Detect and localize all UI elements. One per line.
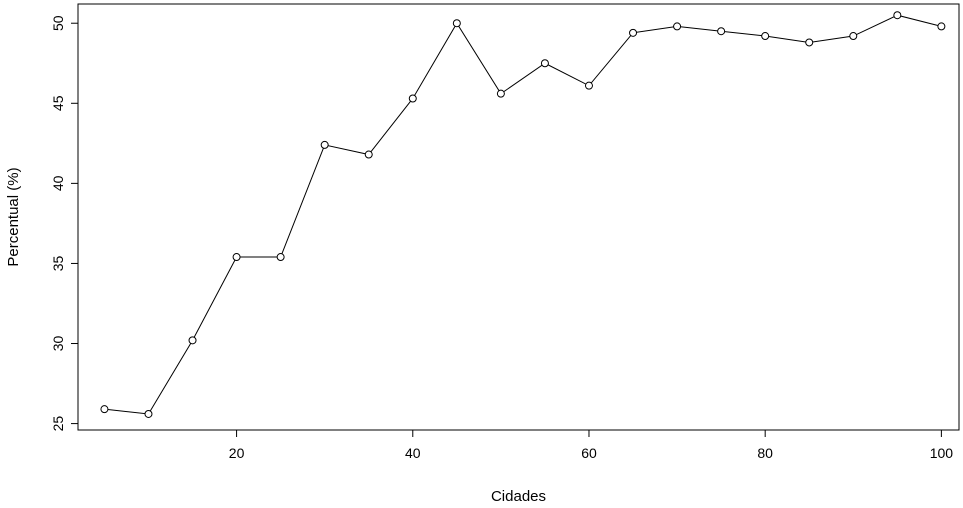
- data-point: [805, 38, 814, 47]
- data-point: [320, 140, 329, 149]
- data-point: [364, 150, 373, 159]
- data-point: [761, 32, 770, 41]
- y-tick-label: 50: [50, 15, 66, 31]
- data-point: [673, 22, 682, 31]
- y-axis-label: Percentual (%): [5, 167, 22, 266]
- data-point: [408, 94, 417, 103]
- data-point: [849, 32, 858, 41]
- y-axis: 25 30 35 40 45 50: [50, 15, 78, 431]
- x-axis: 20 40 60 80 100: [229, 430, 953, 461]
- data-point: [100, 405, 109, 414]
- series-layer: [100, 11, 946, 418]
- x-tick-label: 40: [405, 445, 421, 461]
- y-tick-label: 30: [50, 336, 66, 352]
- y-tick-label: 45: [50, 95, 66, 111]
- y-tick-label: 25: [50, 416, 66, 432]
- data-point: [717, 27, 726, 36]
- series-line: [104, 14, 942, 415]
- data-point: [629, 28, 638, 37]
- x-axis-label: Cidades: [491, 488, 546, 505]
- y-tick-label: 35: [50, 255, 66, 271]
- x-tick-label: 20: [229, 445, 245, 461]
- data-point: [540, 59, 549, 68]
- data-point: [937, 22, 946, 31]
- data-point: [893, 11, 902, 20]
- data-point: [276, 253, 285, 262]
- y-tick-label: 40: [50, 175, 66, 191]
- data-point: [496, 89, 505, 98]
- x-tick-label: 100: [930, 445, 954, 461]
- plot-frame: [77, 3, 960, 431]
- data-point: [452, 19, 461, 28]
- data-point: [144, 409, 153, 418]
- x-tick-label: 60: [581, 445, 597, 461]
- x-tick-label: 80: [757, 445, 773, 461]
- data-point: [188, 336, 197, 345]
- data-point: [232, 253, 241, 262]
- data-point: [584, 81, 593, 90]
